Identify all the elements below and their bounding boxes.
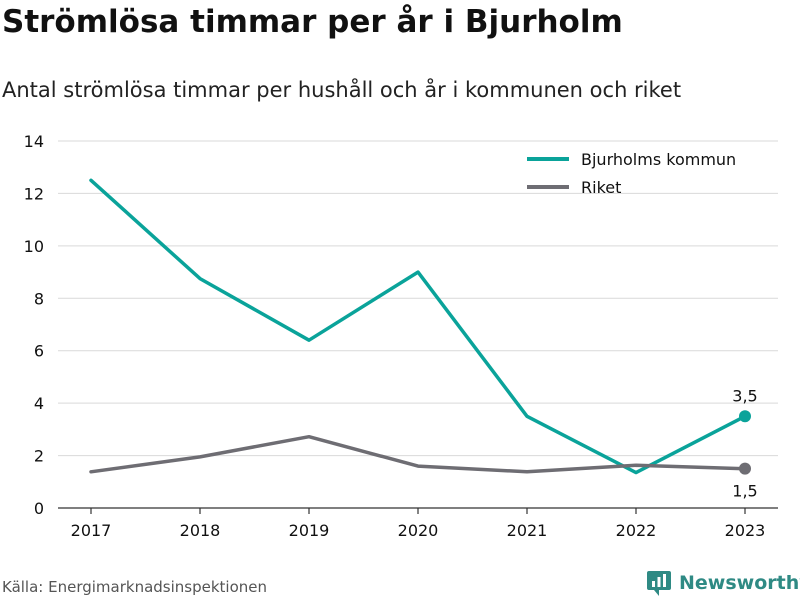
brand[interactable]: Newsworthy <box>646 569 800 597</box>
series-lines <box>84 173 747 479</box>
legend: Bjurholms kommun Riket <box>527 150 736 197</box>
gridlines <box>58 140 778 457</box>
y-tick-label-0: 0 <box>34 499 44 518</box>
line-chart: 0 2 4 6 8 10 12 14 2017 2018 2019 2020 2021 2022 2023… <box>24 132 778 540</box>
newsworthy-logo-icon <box>647 571 671 596</box>
data-point-bjurholms-kommun-2018 <box>193 272 207 286</box>
chart-subtitle: Antal strömlösa timmar per hushåll och å… <box>2 78 682 102</box>
y-tick-label-12: 12 <box>24 184 44 203</box>
y-tick-label-4: 4 <box>34 394 44 413</box>
chart-title: Strömlösa timmar per år i Bjurholm <box>2 4 623 40</box>
end-markers: 3,5 1,5 <box>732 386 757 500</box>
end-label-riket: 1,5 <box>732 482 757 501</box>
data-point-bjurholms-kommun-2020 <box>411 265 425 279</box>
data-point-bjurholms-kommun-2019 <box>302 333 316 347</box>
x-tick-label-2019: 2019 <box>289 521 330 540</box>
y-tick-label-6: 6 <box>34 342 44 361</box>
x-axis-tick-labels: 2017 2018 2019 2020 2021 2022 2023 <box>71 521 766 540</box>
y-axis-tick-labels: 0 2 4 6 8 10 12 14 <box>24 132 44 518</box>
x-tick-label-2018: 2018 <box>180 521 221 540</box>
legend-label-riket: Riket <box>581 178 621 197</box>
x-axis <box>58 507 778 514</box>
end-marker-riket <box>739 462 751 475</box>
x-tick-label-2017: 2017 <box>71 521 112 540</box>
data-point-riket-2019 <box>302 430 316 444</box>
series-line-bjurholms-kommun <box>89 178 747 475</box>
y-tick-label-8: 8 <box>34 289 44 308</box>
data-point-bjurholms-kommun-2017 <box>84 173 98 187</box>
y-tick-label-2: 2 <box>34 447 44 466</box>
brand-name: Newsworthy <box>679 572 800 594</box>
data-point-riket-2018 <box>193 450 207 464</box>
data-point-riket-2020 <box>411 459 425 473</box>
x-tick-label-2022: 2022 <box>616 521 657 540</box>
data-point-bjurholms-kommun-2021 <box>520 409 534 423</box>
data-point-riket-2017 <box>84 465 98 479</box>
data-point-riket-2022 <box>629 458 643 472</box>
legend-label-bjurholms-kommun: Bjurholms kommun <box>581 150 736 169</box>
x-tick-label-2021: 2021 <box>507 521 548 540</box>
series-line-riket <box>89 434 747 474</box>
y-tick-label-14: 14 <box>24 132 44 151</box>
source-note: Källa: Energimarknadsinspektionen <box>2 578 268 596</box>
data-point-riket-2021 <box>520 465 534 479</box>
x-tick-label-2020: 2020 <box>398 521 439 540</box>
end-label-bjurholms-kommun: 3,5 <box>732 386 757 405</box>
end-marker-bjurholms-kommun <box>739 410 751 423</box>
x-tick-label-2023: 2023 <box>725 521 766 540</box>
y-tick-label-10: 10 <box>24 237 44 256</box>
